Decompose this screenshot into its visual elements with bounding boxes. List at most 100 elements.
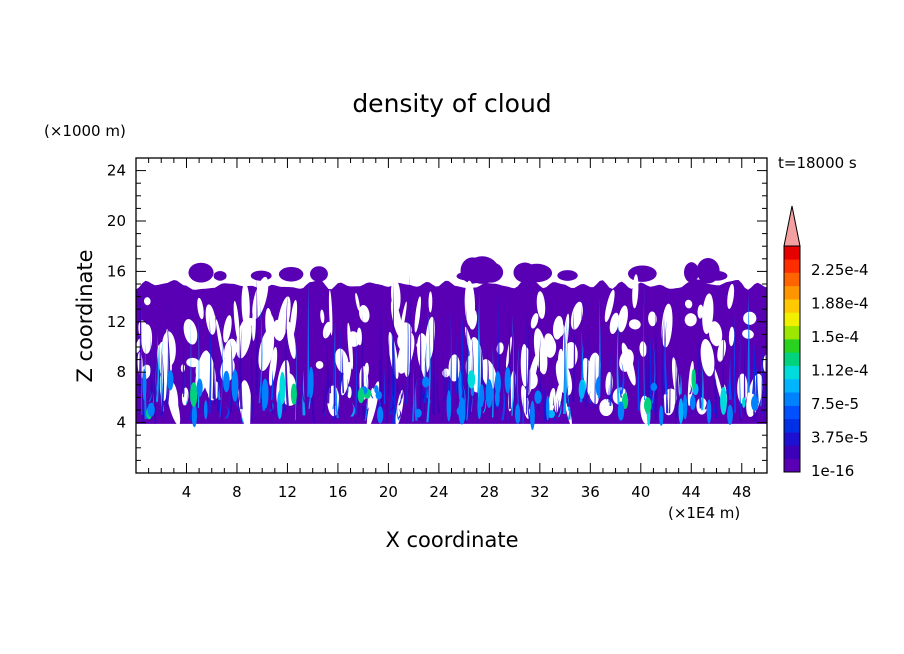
density-core (190, 382, 198, 407)
density-core (231, 369, 239, 402)
density-filament (616, 320, 620, 405)
density-filament (557, 398, 562, 417)
clear-gap (697, 304, 704, 319)
density-core (546, 395, 550, 421)
density-filament (389, 398, 395, 411)
density-core (504, 366, 511, 394)
density-filament (665, 381, 669, 414)
density-filament (141, 303, 143, 415)
density-core (547, 410, 556, 419)
clear-gap (552, 315, 564, 340)
y-tick-label: 24 (107, 162, 126, 180)
chart-title: density of cloud (352, 89, 551, 118)
density-filament (526, 311, 530, 399)
colorbar-extend-arrow (783, 205, 801, 247)
x-tick-label: 12 (278, 483, 297, 501)
density-filament (155, 359, 159, 397)
density-filament (444, 383, 446, 402)
density-filament (743, 341, 746, 415)
density-filament (566, 321, 570, 411)
clear-gap (347, 331, 360, 347)
density-filament (713, 401, 716, 413)
density-filament (643, 278, 645, 400)
density-filament (298, 387, 300, 405)
cloud-turret (278, 266, 304, 282)
clear-gap (416, 341, 429, 351)
colorbar-swatch (784, 285, 800, 300)
density-core (374, 385, 379, 394)
density-core (261, 378, 269, 409)
x-tick-label: 48 (732, 483, 751, 501)
clear-gap (661, 303, 673, 348)
density-filament (324, 330, 329, 402)
density-filament (307, 280, 310, 397)
density-filament (322, 377, 325, 413)
clear-gap (197, 297, 204, 320)
density-filament (269, 400, 274, 412)
colorbar-label: 2.25e-4 (811, 261, 869, 279)
density-core (357, 387, 365, 404)
clear-gap (548, 387, 556, 413)
density-core (515, 404, 521, 424)
x-tick-label: 16 (328, 483, 347, 501)
colorbar-swatch (784, 325, 800, 340)
colorbar-label: 7.5e-5 (811, 395, 859, 413)
density-filament (516, 350, 519, 409)
density-filament (285, 292, 289, 406)
density-filament (219, 315, 223, 418)
density-filament (335, 383, 339, 418)
clear-gap (533, 328, 548, 375)
density-filament (669, 338, 671, 414)
density-filament (270, 369, 274, 400)
density-filament (436, 349, 440, 414)
density-core (578, 380, 585, 400)
clear-gap (700, 338, 715, 377)
clear-gap (366, 387, 374, 410)
density-filament (400, 380, 404, 399)
density-filament (482, 395, 487, 413)
density-filament (218, 386, 221, 400)
clear-gap (276, 296, 291, 342)
clear-gap (496, 342, 504, 355)
density-filament (271, 397, 274, 415)
colorbar-frame (783, 245, 801, 473)
density-filament (398, 388, 402, 406)
density-core (415, 408, 422, 418)
y-axis-label: Z coordinate (73, 249, 97, 382)
cloud-turret (188, 262, 214, 283)
density-filament (154, 318, 156, 424)
clear-gap (320, 309, 325, 324)
density-filament (392, 281, 395, 396)
cloud-density-field (136, 256, 767, 431)
density-filament (214, 377, 217, 405)
density-filament (138, 286, 142, 394)
colorbar-swatch (784, 246, 800, 260)
density-filament (384, 366, 386, 404)
density-core (617, 401, 625, 421)
density-filament (370, 387, 374, 399)
density-filament (528, 333, 531, 409)
density-filament (739, 402, 743, 423)
density-core (223, 370, 230, 393)
density-filament (333, 337, 336, 420)
clear-gap (397, 332, 415, 374)
density-filament (302, 368, 305, 403)
clear-gap (251, 308, 256, 342)
time-label: t=18000 s (778, 154, 857, 172)
density-filament (151, 391, 154, 409)
density-core (191, 403, 197, 428)
density-filament (689, 384, 693, 395)
clear-gap (390, 299, 403, 338)
density-core (279, 371, 286, 405)
colorbar-swatch (784, 418, 800, 433)
density-filament (739, 328, 742, 418)
density-filament (150, 362, 154, 401)
density-filament (589, 390, 592, 404)
clear-gap (521, 385, 530, 419)
density-core (720, 386, 727, 415)
density-filament (352, 382, 355, 402)
clear-gap (684, 299, 693, 309)
clear-gap (359, 304, 370, 323)
density-filament (464, 301, 468, 424)
